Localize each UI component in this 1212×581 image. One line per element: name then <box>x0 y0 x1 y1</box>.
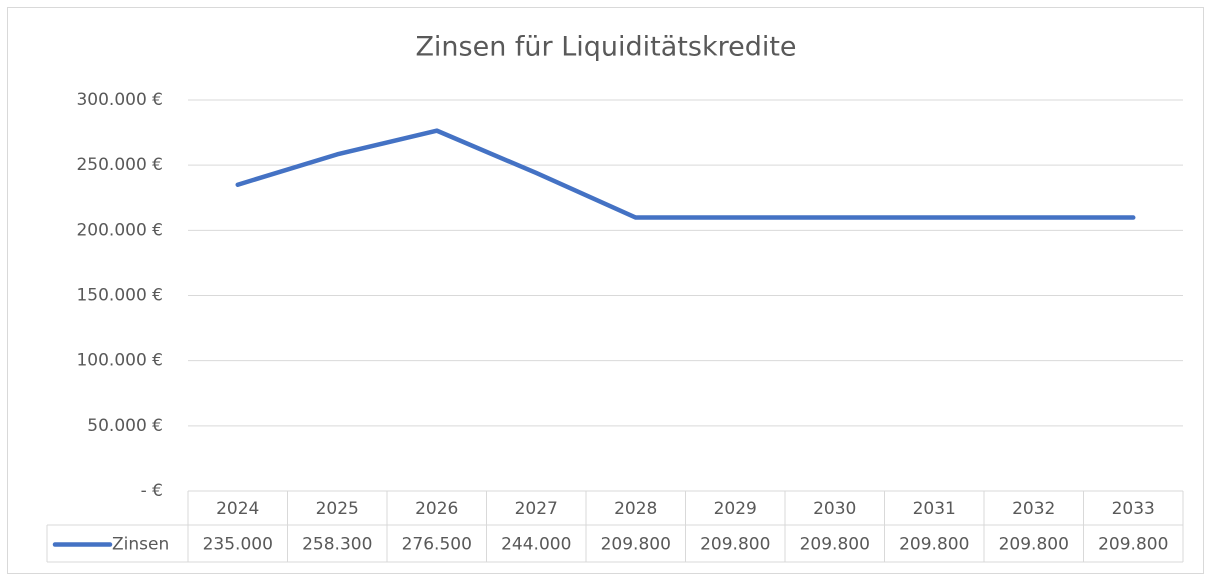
x-tick-label: 2027 <box>515 499 558 519</box>
x-tick-label: 2033 <box>1112 499 1155 519</box>
y-tick-label: 50.000 € <box>87 416 163 436</box>
y-tick-label: 150.000 € <box>76 286 163 306</box>
y-tick-label: 100.000 € <box>76 351 163 371</box>
line-series <box>235 128 1136 220</box>
table-value: 209.800 <box>999 535 1069 555</box>
table-value: 209.800 <box>700 535 770 555</box>
table-value: 209.800 <box>800 535 870 555</box>
table-value: 235.000 <box>203 535 273 555</box>
x-tick-label: 2032 <box>1012 499 1055 519</box>
x-tick-label: 2028 <box>614 499 657 519</box>
y-tick-label: - € <box>141 481 163 501</box>
chart-border <box>7 7 1204 574</box>
table-value: 258.300 <box>302 535 372 555</box>
table-value: 209.800 <box>899 535 969 555</box>
y-tick-label: 300.000 € <box>76 90 163 110</box>
x-tick-label: 2026 <box>415 499 458 519</box>
x-tick-label: 2025 <box>316 499 359 519</box>
table-value: 244.000 <box>501 535 571 555</box>
x-tick-label: 2024 <box>216 499 259 519</box>
legend-label: Zinsen <box>112 535 169 555</box>
x-tick-label: 2029 <box>714 499 757 519</box>
table-value: 276.500 <box>402 535 472 555</box>
y-tick-label: 250.000 € <box>76 155 163 175</box>
chart-title: Zinsen für Liquiditätskredite <box>415 32 796 63</box>
table-value: 209.800 <box>1098 535 1168 555</box>
table-value: 209.800 <box>601 535 671 555</box>
x-tick-label: 2031 <box>913 499 956 519</box>
x-tick-label: 2030 <box>813 499 856 519</box>
y-tick-label: 200.000 € <box>76 220 163 240</box>
